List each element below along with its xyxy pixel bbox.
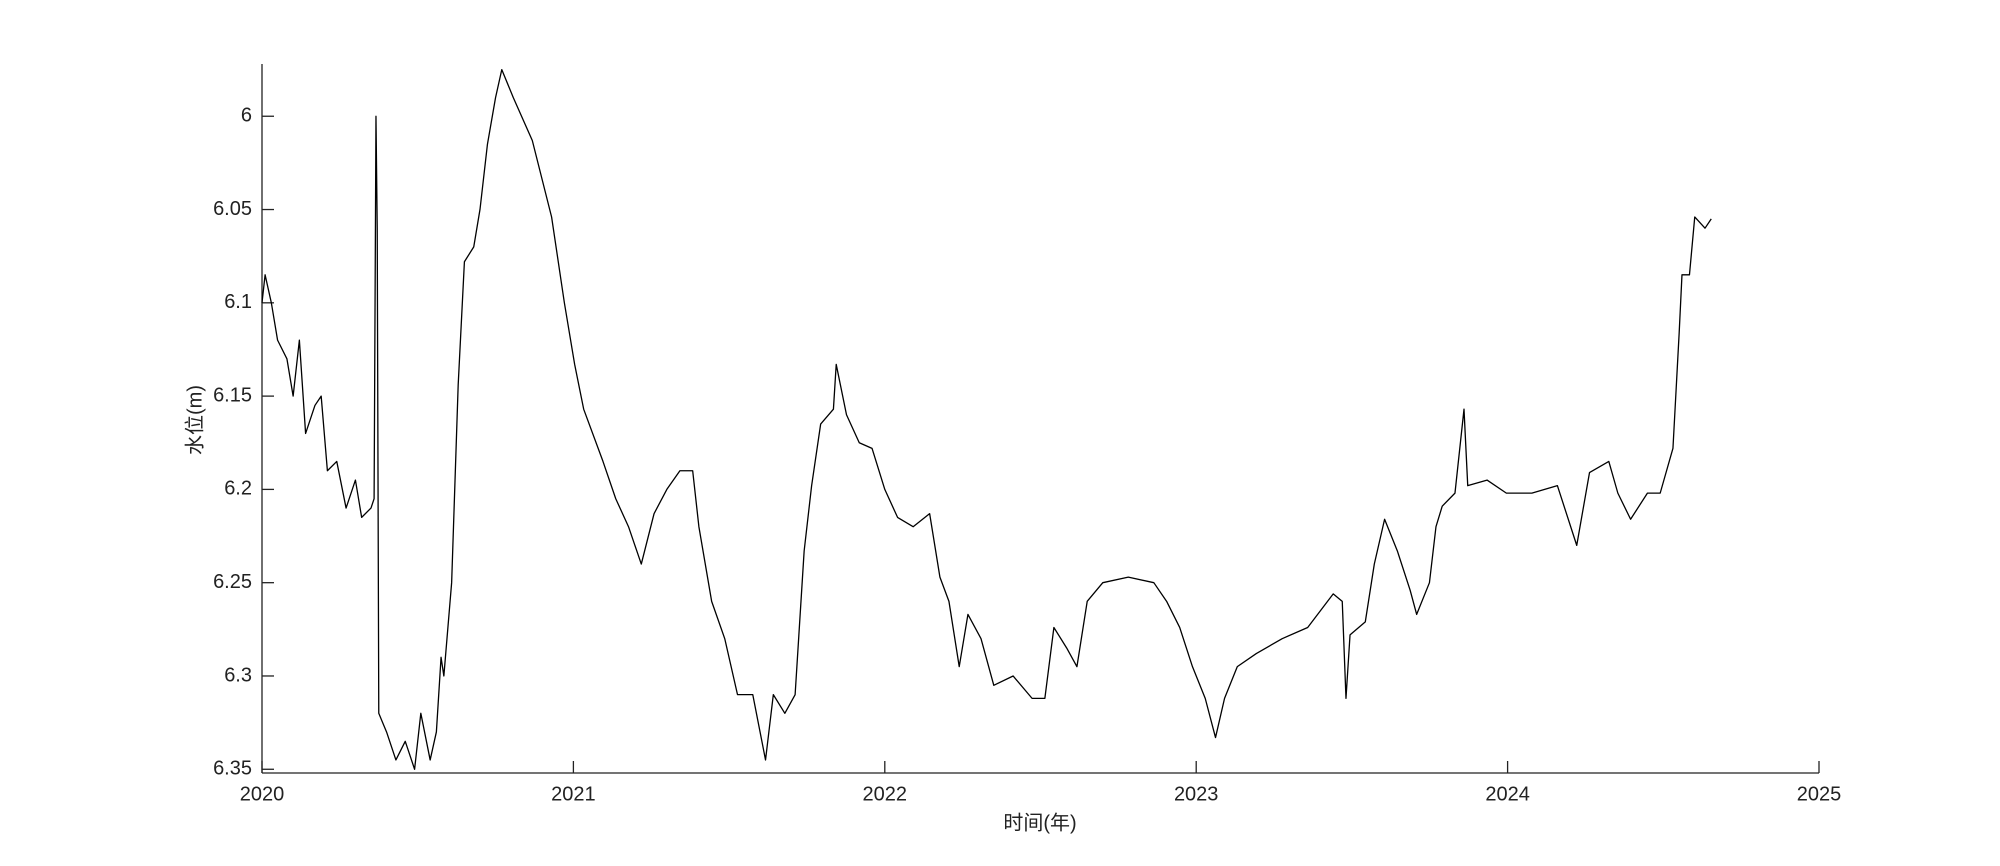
y-tick-label: 6.15 xyxy=(213,384,252,406)
y-tick-label: 6.25 xyxy=(213,571,252,593)
data-line xyxy=(261,68,1712,770)
x-tick-label: 2024 xyxy=(1485,783,1530,805)
x-axis-label: 时间(年) xyxy=(1003,811,1076,834)
y-tick-label: 6 xyxy=(241,105,252,127)
y-tick-label: 6.2 xyxy=(224,478,252,500)
y-tick-label: 6.1 xyxy=(224,291,252,313)
y-tick-label: 6.05 xyxy=(213,198,252,220)
x-tick-label: 2021 xyxy=(551,783,596,805)
y-tick-label: 6.3 xyxy=(224,664,252,686)
x-tick-label: 2022 xyxy=(863,783,908,805)
x-tick-label: 2020 xyxy=(240,783,285,805)
y-axis-label: 水位(m) xyxy=(183,385,206,455)
x-tick-label: 2023 xyxy=(1174,783,1219,805)
y-tick-label: 6.35 xyxy=(213,758,252,780)
x-tick-label: 2025 xyxy=(1797,783,1842,805)
